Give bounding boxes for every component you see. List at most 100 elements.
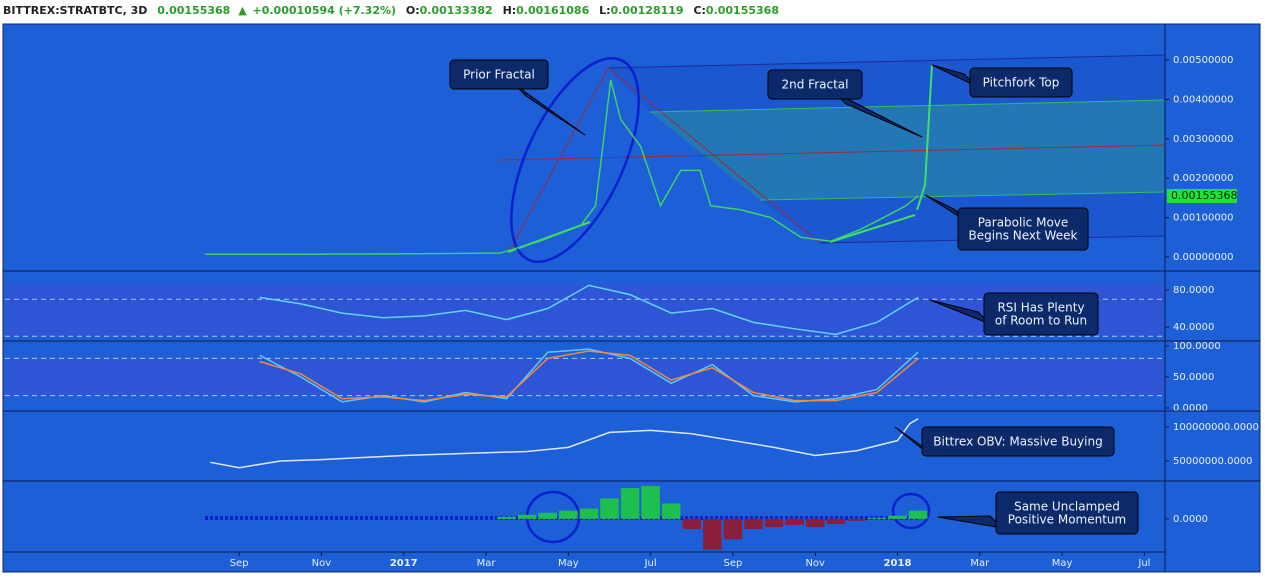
x-tick-label: 2018 [884,558,912,569]
l: 0.00128119 [611,4,684,17]
callout-text: Begins Next Week [969,229,1078,243]
bar [620,488,640,519]
bar [703,518,722,550]
y-tick-label: 0.0000 [1173,403,1208,414]
callout-text: Same Unclamped [1014,500,1120,514]
y-tick-label: 100000000.0000 [1173,422,1259,433]
bar [559,510,578,519]
callout-box [767,69,863,100]
x-tick-label: Nov [312,558,332,569]
bar [867,517,887,519]
x-tick-label: Mar [970,558,990,569]
ellipse [510,57,640,263]
bar [517,514,537,519]
header: BITTREX:STRATBTC, 3D 0.00155368 ▲ +0.000… [3,4,779,17]
y-tick-label: 0.0000 [1173,514,1208,525]
y-tick-label: 0.00400000 [1173,94,1233,105]
panes: Sep Nov 2017 Mar May Jul Sep Nov 2018 Mar May Jul 0.… [5,55,1259,569]
callout-text: Prior Fractal [463,68,535,82]
bar [641,486,660,519]
bar [805,518,825,528]
x-tick-label: Mar [477,558,497,569]
series-line [204,79,919,255]
h: 0.00161086 [516,4,589,17]
y-tick-label: 80.0000 [1173,285,1214,296]
up-arrow: ▲ [238,4,247,17]
y-tick-label: 100.0000 [1173,341,1221,352]
callout-box [957,207,1089,251]
annotations: Prior Fractal 2nd Fractal Pitchfork Top Par… [449,59,1139,535]
fork-inner-top [649,99,1166,113]
callout-text: Positive Momentum [1008,513,1126,527]
series-line [259,350,919,402]
x-tick-label: Jul [644,558,657,569]
highlights [510,57,931,544]
x-tick-label: Nov [805,558,825,569]
bar [764,518,784,528]
fork-anchors [509,67,821,251]
bar [826,518,846,524]
y-tick-label: 40.0000 [1173,322,1214,333]
last-price: 0.00155368 [1171,189,1237,202]
c-label: C: [693,4,705,17]
callout-box [995,491,1139,535]
callout-text: 2nd Fractal [782,78,849,92]
x-tick-label: 2017 [390,558,418,569]
x-tick-label: Sep [724,558,743,569]
last-price-tag [1167,188,1237,203]
bar [579,508,599,519]
fork-top-line [607,54,1166,69]
change: +0.00010594 (+7.32%) [253,4,397,17]
callout-text: RSI Has Plenty [997,301,1084,315]
fork-inner-bottom [759,191,1166,201]
h-label: H: [503,4,517,17]
y-tick-label: 0.00000000 [1173,252,1233,263]
bar [538,512,558,519]
l-label: L: [599,4,610,17]
x-tick-label: May [1052,558,1073,569]
stoch-band [5,358,1165,395]
x-tick-label: May [558,558,579,569]
x-tick-label: Sep [230,558,249,569]
callout-text: Parabolic Move [978,216,1069,230]
callout-text: Pitchfork Top [983,76,1060,90]
bar [744,518,763,530]
bar [888,515,907,519]
symbol: BITTREX:STRATBTC, 3D [3,4,147,17]
bar [847,518,866,521]
callout-box [921,426,1115,457]
o: 0.00133382 [420,4,493,17]
y-tick-label: 0.00200000 [1173,173,1233,184]
c: 0.00155368 [706,4,779,17]
y-tick-label: 50000000.0000 [1173,456,1253,467]
callout-pointer [513,83,586,136]
last: 0.00155368 [157,4,230,17]
bar [908,510,928,519]
bar [600,498,619,519]
bar [661,503,681,519]
y-tick-label: 50.0000 [1173,372,1214,383]
callout-box [983,292,1099,336]
y-tick-label: 0.00300000 [1173,134,1233,145]
callout-text: of Room to Run [995,314,1087,328]
bar [785,518,804,525]
callout-box [449,59,549,90]
callout-box [969,67,1073,98]
projection [916,64,933,211]
trend [829,214,916,243]
bar [497,516,516,519]
fork-median [499,144,1166,161]
y-tick-label: 0.00100000 [1173,213,1233,224]
bar [723,518,743,540]
bar [682,518,702,530]
separators [3,24,1260,572]
callout-text: Bittrex OBV: Massive Buying [933,435,1102,449]
fork-zone [650,100,1165,200]
ellipse [891,492,931,530]
series-line [259,284,919,336]
series-line [210,418,919,469]
x-tick-label: Jul [1137,558,1150,569]
y-tick-label: 0.00500000 [1173,55,1233,66]
o-label: O: [406,4,420,17]
